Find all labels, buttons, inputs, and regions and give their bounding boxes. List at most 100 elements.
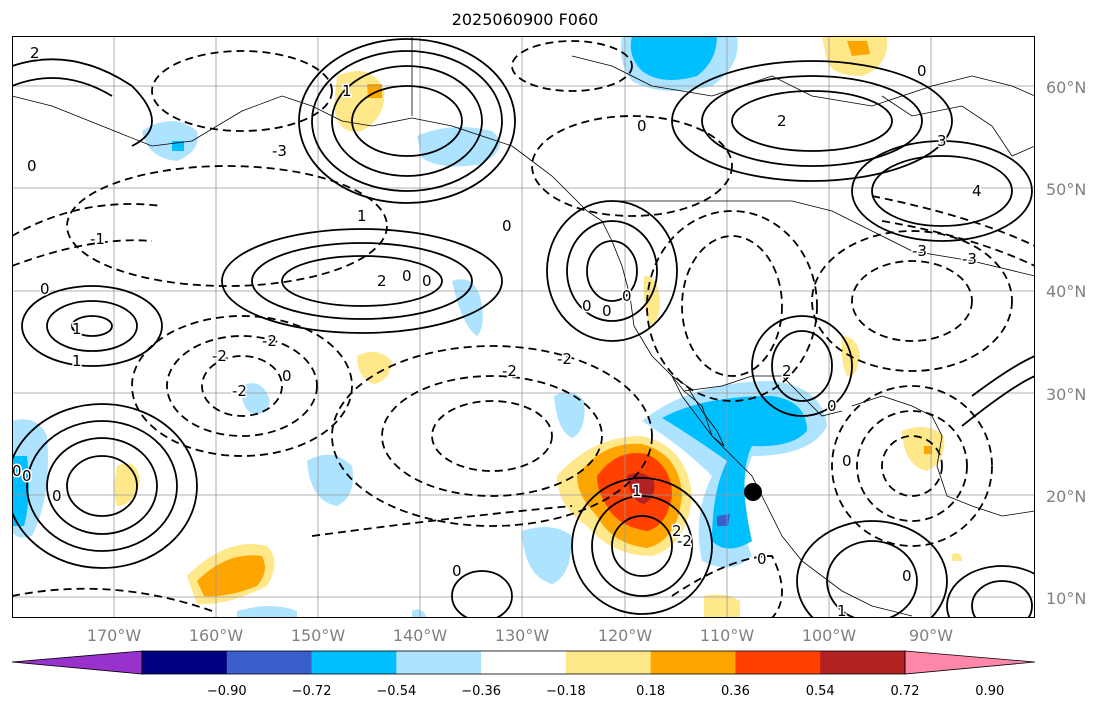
contour-solid: [771, 330, 833, 402]
contour-label: -2: [677, 532, 692, 550]
contour-label: 0: [902, 567, 912, 585]
contour-solid: [571, 477, 713, 615]
contour-label: 2: [377, 272, 387, 290]
contour-label: 0: [917, 62, 927, 80]
contour-solid: [796, 520, 948, 618]
contour-solid: [546, 200, 678, 342]
contour-solid: [566, 220, 658, 322]
shade-blue: [12, 456, 29, 526]
coast-baja: [670, 374, 725, 447]
contour-label: 0: [12, 462, 22, 480]
contour-dashed: [646, 210, 818, 402]
contour-label: 1: [72, 352, 82, 370]
contour-label: -3: [962, 250, 977, 268]
colorbar-tick-label: −0.90: [206, 684, 247, 699]
shade-blue-light: [452, 279, 483, 336]
colorbar-tick-label: 0.36: [720, 684, 750, 699]
lat-label-40n: 40°N: [1046, 282, 1087, 301]
shade-blue-light: [307, 454, 353, 506]
contour-label: 2: [672, 522, 682, 540]
contour-dashed: [12, 203, 163, 237]
contour-label: 0: [402, 267, 412, 285]
contour-dashed: [331, 345, 653, 527]
contour-label: 0: [582, 297, 592, 315]
contour-label: 1: [342, 82, 352, 100]
colorbar-segment: [142, 651, 228, 674]
contour-label: 1: [72, 320, 82, 338]
contour-solid: [12, 58, 153, 147]
location-marker: [744, 483, 762, 501]
contour-dashed: [871, 195, 1035, 247]
colorbar-segment: [565, 651, 652, 674]
colorbar-tick-label: 0.90: [975, 684, 1005, 699]
contour-dashed: [12, 587, 213, 612]
contour-dashed: [166, 335, 318, 437]
contour-label: -2: [212, 347, 227, 365]
shade-blue-light: [522, 527, 572, 584]
contour-dashed: [851, 260, 973, 342]
contour-solid: [71, 315, 113, 337]
shading-layer: [12, 36, 962, 618]
lon-label-150w: 150°W: [290, 626, 346, 645]
colorbar-tick-label: 0.18: [636, 684, 666, 699]
border-us-mexico: [683, 375, 843, 417]
colorbar-segment: [481, 651, 567, 674]
shade-blue-light: [237, 606, 297, 618]
contour-solid: [851, 140, 1033, 242]
coast-hudson: [881, 95, 1035, 157]
contour-label: 0: [502, 217, 512, 235]
contour-solid: [751, 315, 853, 417]
colorbar-extend-high: [904, 650, 1036, 675]
contour-label: 0: [52, 487, 62, 505]
lat-label-30n: 30°N: [1046, 385, 1087, 404]
contour-dashed: [811, 230, 1013, 372]
map-frame: [12, 36, 1035, 618]
border-us-canada: [612, 200, 1035, 277]
contour-label: -2: [502, 362, 517, 380]
contour-dashed: [431, 400, 553, 472]
contour-label: 0: [40, 280, 50, 298]
contour-dashed: [681, 235, 783, 377]
colorbar-outline: [141, 650, 906, 675]
colorbar-tick-label: 0.72: [890, 684, 920, 699]
colorbar-segment: [396, 651, 482, 674]
coast-alaska: [12, 95, 603, 222]
contour-label: 1: [357, 207, 367, 225]
contour-dashed: [151, 50, 333, 132]
lat-label-60n: 60°N: [1046, 78, 1087, 97]
colorbar-segment: [650, 651, 736, 674]
contour-solid: [671, 60, 953, 182]
contour-label: 0: [757, 550, 767, 568]
contour-label: 0: [842, 452, 852, 470]
contour-label: 0: [27, 157, 37, 175]
coast-canada-north: [571, 55, 1035, 107]
contour-solid: [21, 285, 163, 367]
contour-label: 1: [632, 482, 642, 500]
contour-dashed: [131, 315, 353, 457]
shade-blue: [662, 396, 807, 549]
contour-solid: [298, 38, 516, 204]
contour-label: 0: [22, 467, 32, 485]
contour-solid: [586, 240, 638, 302]
contour-solid: [46, 300, 138, 352]
contour-dashed: [12, 239, 153, 267]
contour-dashed: [881, 220, 1035, 267]
colorbar-extend-low: [11, 650, 143, 675]
contour-solid: [961, 375, 1035, 427]
contour-label: -3: [272, 142, 287, 160]
contour-label: -2: [232, 382, 247, 400]
contour-solid: [701, 75, 923, 167]
contour-solid: [826, 540, 918, 618]
colorbar-segment: [820, 651, 906, 674]
colorbar-tick-label: −0.36: [461, 684, 502, 699]
colorbar-segment: [735, 651, 821, 674]
shade-blue-light: [412, 609, 427, 618]
contour-label: 0: [622, 287, 632, 305]
contour-label: 2: [777, 112, 787, 130]
shade-yellow: [643, 276, 660, 325]
shade-blue-light: [554, 392, 585, 438]
contour-solid: [611, 515, 673, 577]
contour-solid: [731, 90, 893, 152]
contour-label: -1: [90, 230, 105, 248]
contour-solid: [251, 242, 473, 320]
